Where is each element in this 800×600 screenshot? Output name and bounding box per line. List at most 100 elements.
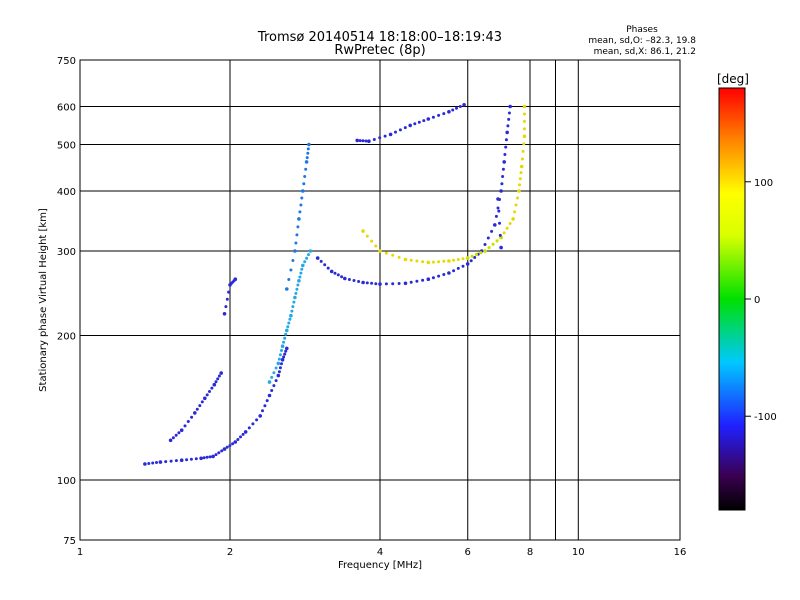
echo-point [280,344,285,349]
echo-point [518,183,522,187]
echo-point [283,352,287,356]
echo-point [413,122,417,126]
echo-point [290,309,294,313]
echo-point [516,196,519,200]
echo-point [277,357,281,361]
echo-point [357,280,361,283]
x-tick-label: 16 [674,547,687,558]
echo-point [285,328,289,333]
y-tick-label: 300 [57,247,76,258]
echo-point [514,203,518,207]
echo-point [169,459,173,463]
echo-point [190,415,194,419]
echo-point [315,256,320,260]
echo-point [452,258,456,262]
colorbar [718,87,746,511]
echo-point [272,371,276,375]
colorbar-label: [deg] [717,72,749,86]
echo-point [300,267,304,271]
echo-point [403,126,407,130]
echo-point [303,175,307,178]
echo-point [456,266,460,270]
echo-point [442,112,446,116]
echo-point [308,249,313,253]
echo-point [365,281,369,285]
echo-point [479,251,483,255]
echo-point [270,375,274,379]
echo-point [219,371,223,375]
echo-point [286,325,290,329]
echo-point [456,258,460,261]
echo-point [227,290,231,294]
echo-point [426,260,431,265]
echo-point [295,233,299,237]
echo-point [280,349,283,352]
echo-point [217,451,221,455]
echo-point [285,346,289,351]
data-points [143,103,527,466]
echo-point [247,426,251,430]
echo-point [267,380,272,384]
x-tick-label: 1 [77,547,83,558]
echo-point [508,222,512,225]
echo-point [179,428,184,433]
echo-point [272,384,276,388]
echo-point [465,262,470,266]
echo-point [216,377,220,381]
echo-point [505,130,510,135]
echo-point [490,229,494,233]
echo-point [333,271,337,275]
echo-point [174,433,178,437]
echo-point [383,134,387,138]
echo-point [217,374,221,378]
echo-point [164,460,168,464]
echo-point [214,380,218,384]
echo-point [498,221,501,225]
y-tick-label: 750 [57,56,76,67]
echo-point [280,362,283,366]
echo-point [283,336,287,340]
echo-point [409,280,413,284]
y-tick-label: 75 [63,536,76,547]
echo-point [205,393,209,397]
echo-point [189,457,193,461]
echo-point [225,297,229,301]
echo-point [502,160,507,164]
echo-point [442,273,446,276]
echo-point [451,108,455,112]
echo-point [231,442,235,446]
echo-point [409,258,413,262]
echo-point [171,436,175,440]
y-tick-label: 200 [57,332,76,343]
echo-point [522,142,526,146]
x-tick-label: 2 [227,547,233,558]
echo-point [447,271,451,275]
echo-point [455,106,458,110]
echo-point [174,459,178,463]
echo-point [298,210,302,214]
echo-point [291,305,295,309]
echo-point [370,239,374,243]
echo-point [508,104,512,109]
x-tick-label: 4 [377,547,383,558]
echo-point [294,241,298,245]
echo-point [461,264,465,268]
echo-point [186,420,190,423]
y-tick-label: 400 [57,187,76,198]
echo-point [519,164,524,169]
echo-point [483,249,487,253]
echo-point [498,233,502,237]
echo-point [507,111,511,115]
echo-point [431,115,435,119]
echo-point [520,157,524,161]
echo-point [274,379,278,383]
echo-point [289,268,293,272]
echo-point [297,217,301,221]
echo-point [293,295,297,300]
echo-point [378,249,382,253]
echo-point [179,458,184,463]
echo-point [304,167,308,171]
chart-title: Tromsø 20140514 18:18:00–18:19:43 [257,30,502,45]
x-tick-label: 6 [465,547,471,558]
